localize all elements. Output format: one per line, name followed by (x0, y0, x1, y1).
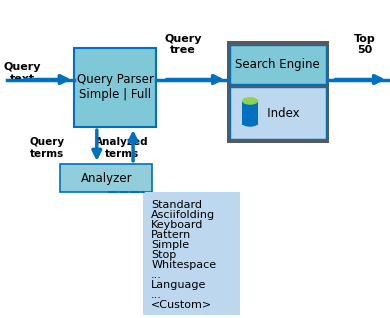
Text: Standard: Standard (151, 200, 202, 210)
Text: <Custom>: <Custom> (151, 300, 212, 310)
Text: Simple: Simple (151, 240, 189, 250)
FancyBboxPatch shape (242, 101, 258, 125)
Text: Top
50: Top 50 (354, 34, 376, 55)
FancyBboxPatch shape (143, 192, 241, 315)
Ellipse shape (242, 97, 258, 105)
Text: Whitespace: Whitespace (151, 260, 216, 270)
Text: Pattern: Pattern (151, 230, 191, 240)
Text: Query
tree: Query tree (164, 34, 202, 55)
FancyBboxPatch shape (230, 87, 326, 139)
FancyBboxPatch shape (74, 48, 156, 127)
Text: Stop: Stop (151, 250, 176, 260)
FancyBboxPatch shape (227, 41, 329, 143)
Text: Analyzed
terms: Analyzed terms (95, 137, 149, 159)
Text: Query
terms: Query terms (29, 137, 64, 159)
Text: ...: ... (151, 270, 162, 280)
FancyBboxPatch shape (230, 45, 326, 84)
Text: Index: Index (256, 107, 300, 120)
Text: Asciifolding: Asciifolding (151, 210, 215, 220)
Text: Query Parser
Simple | Full: Query Parser Simple | Full (76, 73, 153, 101)
Text: Keyboard: Keyboard (151, 220, 204, 230)
Text: Query
text: Query text (3, 62, 41, 84)
FancyBboxPatch shape (60, 164, 152, 192)
Text: Analyzer: Analyzer (80, 172, 132, 184)
Text: Search Engine: Search Engine (236, 59, 320, 71)
Ellipse shape (242, 119, 258, 127)
Text: Language: Language (151, 280, 207, 290)
Text: ...: ... (151, 290, 162, 300)
